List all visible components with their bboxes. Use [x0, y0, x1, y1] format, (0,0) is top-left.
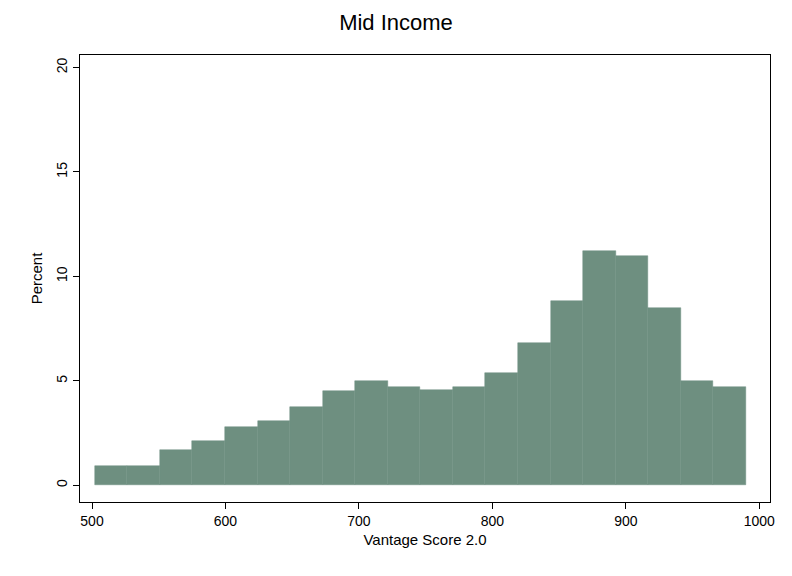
- svg-text:Vantage Score 2.0: Vantage Score 2.0: [363, 531, 486, 548]
- svg-text:10: 10: [54, 266, 70, 282]
- svg-text:20: 20: [54, 57, 70, 73]
- svg-text:900: 900: [614, 513, 638, 529]
- svg-text:Mid Income: Mid Income: [339, 10, 453, 35]
- svg-text:Percent: Percent: [28, 252, 45, 305]
- svg-text:600: 600: [214, 513, 238, 529]
- svg-text:1000: 1000: [744, 513, 775, 529]
- svg-text:0: 0: [54, 479, 70, 487]
- svg-text:500: 500: [80, 513, 104, 529]
- svg-text:800: 800: [481, 513, 505, 529]
- svg-text:15: 15: [54, 162, 70, 178]
- svg-text:700: 700: [347, 513, 371, 529]
- svg-text:5: 5: [54, 375, 70, 383]
